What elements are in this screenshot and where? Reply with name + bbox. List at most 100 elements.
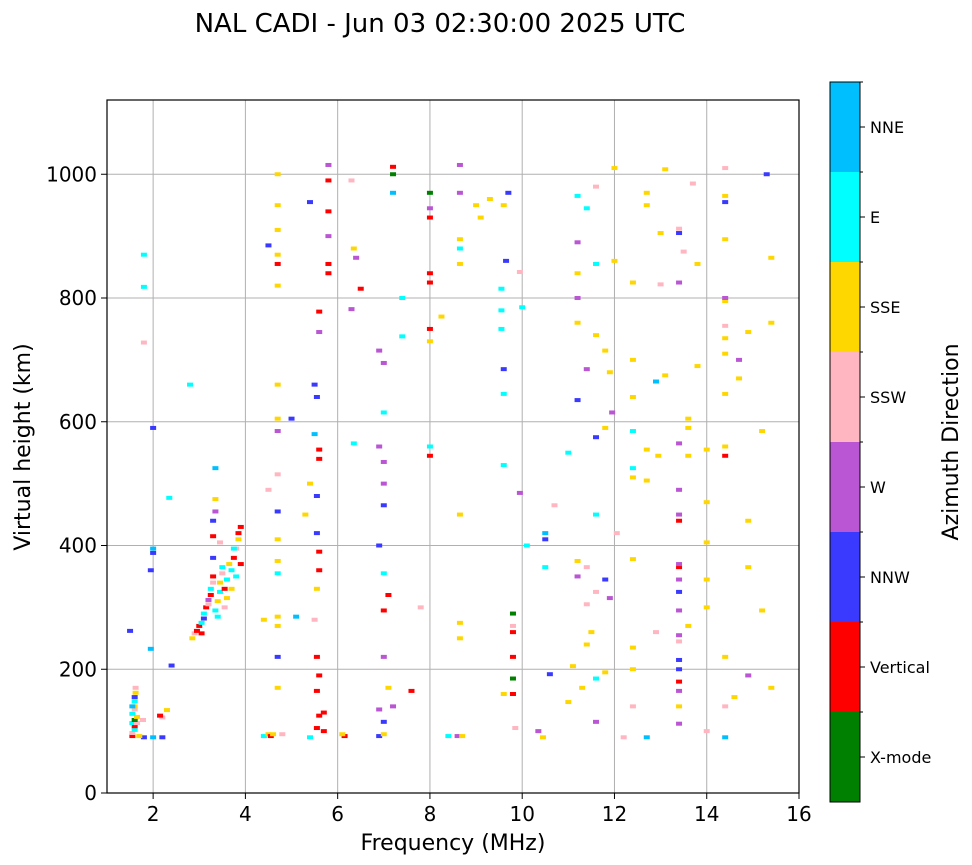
point-nnw [503, 258, 510, 263]
point-w [316, 330, 323, 335]
x-tick-label: 6 [331, 802, 344, 826]
point-nne [147, 646, 154, 651]
x-tick-label: 12 [602, 802, 627, 826]
point-nnw [763, 172, 770, 177]
point-sse [426, 339, 433, 344]
point-ssw [676, 639, 683, 644]
point-vertical [357, 286, 364, 291]
point-sse [629, 280, 636, 285]
point-nnw [274, 654, 281, 659]
point-nnw [265, 243, 272, 248]
point-w [574, 240, 581, 245]
point-w [593, 719, 600, 724]
point-ssw [613, 531, 620, 536]
point-ssw [551, 503, 558, 508]
point-w [376, 444, 383, 449]
x-tick-label: 2 [147, 802, 160, 826]
colorbar-swatch-sse [830, 262, 860, 352]
point-sse [703, 605, 710, 610]
point-x-mode [509, 611, 516, 616]
point-nnw [127, 628, 134, 633]
point-sse [745, 330, 752, 335]
point-sse [274, 623, 281, 628]
point-vertical [193, 628, 200, 633]
point-ssw [583, 602, 590, 607]
point-nne [150, 546, 157, 551]
x-tick-label: 16 [786, 802, 811, 826]
point-w [676, 441, 683, 446]
point-sse [350, 246, 357, 251]
point-vertical [157, 713, 164, 718]
point-e [166, 495, 173, 500]
point-ssw [219, 571, 226, 576]
point-sse [643, 478, 650, 483]
point-nnw [546, 672, 553, 677]
point-e [583, 206, 590, 211]
point-nnw [676, 589, 683, 594]
point-nnw [288, 416, 295, 421]
point-vertical [237, 562, 244, 567]
point-nne [643, 735, 650, 740]
point-sse [736, 376, 743, 381]
point-vertical [676, 518, 683, 523]
point-nnw [313, 531, 320, 536]
point-vertical [235, 531, 242, 536]
point-sse [602, 425, 609, 430]
point-e [233, 574, 240, 579]
x-axis-ticks: 2 4 6 8 10 12 14 16 [147, 793, 812, 826]
point-e [214, 614, 221, 619]
point-nnw [159, 735, 166, 740]
point-sse [602, 670, 609, 675]
point-ssw [703, 729, 710, 734]
point-sse [473, 203, 480, 208]
point-x-mode [131, 717, 138, 722]
point-sse [189, 636, 196, 641]
point-nne [293, 614, 300, 619]
point-sse [703, 500, 710, 505]
chart-title: NAL CADI - Jun 03 02:30:00 2025 UTC [195, 9, 686, 39]
point-w [676, 721, 683, 726]
point-w [535, 729, 542, 734]
point-sse [500, 692, 507, 696]
point-sse [629, 357, 636, 362]
point-sse [223, 596, 230, 601]
point-w [745, 673, 752, 678]
point-e [274, 571, 281, 576]
point-e [593, 512, 600, 517]
point-vertical [129, 734, 136, 739]
point-e [306, 735, 313, 740]
point-nnw [542, 537, 549, 542]
point-ssw [652, 630, 659, 635]
point-vertical [509, 692, 516, 696]
point-sse [722, 654, 729, 659]
point-nnw [210, 518, 217, 523]
point-vertical [274, 261, 281, 266]
point-sse [643, 447, 650, 452]
point-vertical [426, 280, 433, 285]
point-vertical [316, 568, 323, 573]
point-sse [574, 320, 581, 325]
point-sse [685, 453, 692, 458]
point-w [274, 429, 281, 434]
point-vertical [325, 178, 332, 183]
point-ssw [129, 730, 136, 735]
point-sse [217, 580, 224, 585]
point-nnw [274, 509, 281, 514]
point-w [574, 574, 581, 579]
point-x-mode [509, 676, 516, 681]
point-nne [129, 704, 136, 709]
point-sse [438, 314, 445, 319]
point-w [454, 734, 461, 739]
point-w [205, 597, 212, 602]
point-w [348, 307, 355, 312]
point-nnw [150, 550, 157, 555]
point-sse [477, 215, 484, 220]
point-ssw [265, 487, 272, 492]
point-w [676, 577, 683, 582]
colorbar-label-x-mode: X-mode [870, 748, 931, 767]
point-sse [768, 255, 775, 260]
point-nnw [210, 555, 217, 560]
point-vertical [426, 326, 433, 331]
point-sse [759, 429, 766, 434]
point-w [353, 255, 360, 260]
